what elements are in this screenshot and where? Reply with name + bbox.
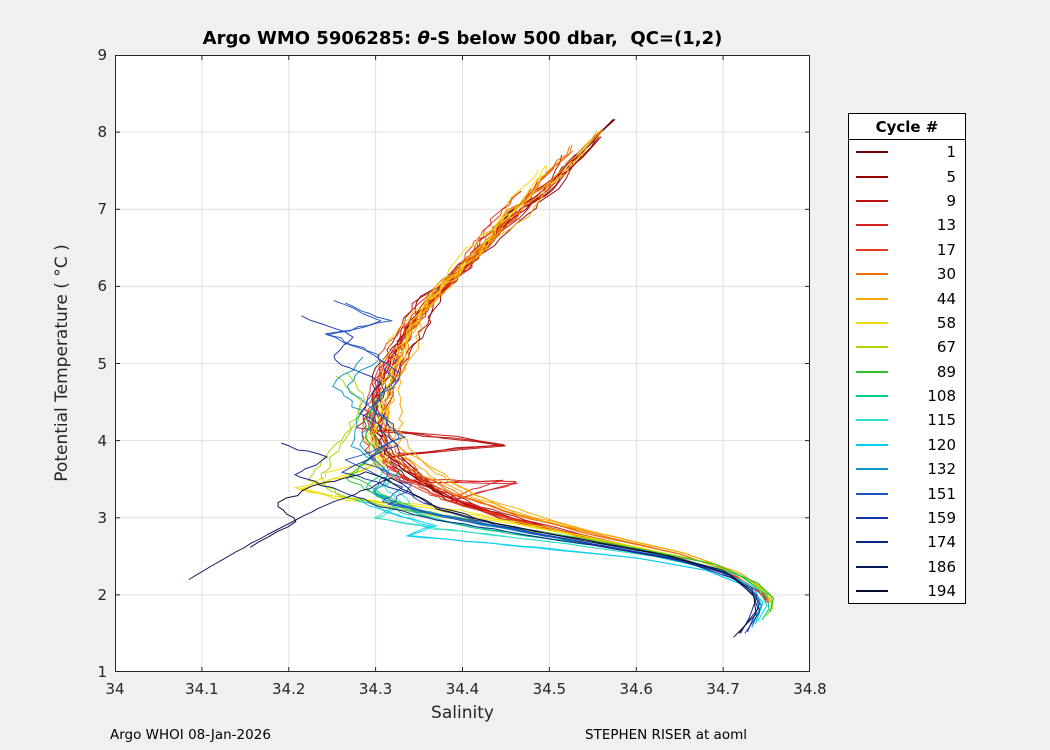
y-tick-label: 3: [97, 508, 107, 527]
legend-line-sample: [856, 492, 888, 495]
footer-credit-left: Argo WHOI 08-Jan-2026: [110, 727, 271, 743]
legend-line-sample: [856, 443, 888, 446]
axes-box: [115, 55, 810, 672]
x-tick-label: 34.6: [619, 680, 653, 698]
legend-item: 58: [849, 311, 965, 335]
legend-line-sample: [856, 468, 888, 471]
legend-item: 89: [849, 360, 965, 384]
x-axis-label: Salinity: [431, 703, 494, 723]
profile-line-cycle-44: [387, 129, 773, 605]
chart-title: Argo WMO 5906285: θ-S below 500 dbar, QC…: [115, 28, 810, 49]
y-tick-label: 2: [97, 585, 107, 604]
legend-item-label: 174: [927, 533, 956, 552]
legend-item: 17: [849, 238, 965, 262]
legend-item-label: 1: [946, 143, 956, 162]
y-tick-label: 5: [97, 354, 107, 373]
y-tick-label: 8: [97, 123, 107, 142]
x-tick-label: 34.8: [793, 680, 827, 698]
x-tick-label: 34: [105, 680, 125, 698]
y-tick-label: 9: [97, 46, 107, 64]
legend-line-sample: [856, 321, 888, 324]
legend-line-sample: [856, 370, 888, 373]
legend-rows: 1 5 9 13 17 30 44 58 67 89 108 115 120 132 151 159 174 18…: [849, 140, 965, 603]
legend-title: Cycle #: [875, 118, 939, 136]
chart-title-rest: -S below 500 dbar, QC=(1,2): [429, 28, 723, 49]
legend-item-label: 17: [936, 240, 956, 259]
legend-line-sample: [856, 151, 888, 154]
legend-item-label: 89: [936, 362, 956, 381]
legend-line-sample: [856, 590, 888, 593]
footer-credit-right: STEPHEN RISER at aoml: [585, 727, 747, 743]
legend-line-sample: [856, 541, 888, 544]
legend-line-sample: [856, 199, 888, 202]
legend-item-label: 30: [936, 265, 956, 284]
legend-line-sample: [856, 224, 888, 227]
legend-item-label: 5: [946, 167, 956, 186]
legend-item: 13: [849, 213, 965, 237]
x-tick-label: 34.5: [532, 680, 567, 698]
legend-item-label: 108: [927, 387, 956, 406]
y-tick-label: 4: [97, 431, 107, 450]
legend-item-label: 9: [946, 191, 956, 210]
legend-item-label: 132: [927, 460, 956, 479]
x-tick-label: 34.3: [358, 680, 393, 698]
legend-line-sample: [856, 565, 888, 568]
legend-line-sample: [856, 248, 888, 251]
x-tick-label: 34.2: [272, 680, 306, 698]
profile-line-cycle-174: [281, 442, 757, 634]
legend-item: 108: [849, 384, 965, 408]
legend-item: 5: [849, 164, 965, 188]
legend-item: 120: [849, 433, 965, 457]
legend-line-sample: [856, 175, 888, 178]
legend-item-label: 115: [927, 411, 956, 430]
legend-item-label: 58: [936, 313, 956, 332]
legend-item: 9: [849, 189, 965, 213]
legend-line-sample: [856, 297, 888, 300]
legend-item-label: 13: [936, 216, 956, 235]
profile-line-cycle-194: [249, 471, 757, 638]
x-tick-label: 34.4: [445, 680, 480, 698]
legend-item: 30: [849, 262, 965, 286]
legend-item: 159: [849, 506, 965, 530]
y-tick-label: 1: [97, 663, 107, 681]
legend-item-label: 159: [927, 509, 956, 528]
legend-item: 67: [849, 335, 965, 359]
legend-line-sample: [856, 517, 888, 520]
legend-item: 174: [849, 530, 965, 554]
legend-item-label: 120: [927, 435, 956, 454]
legend-item: 186: [849, 555, 965, 579]
legend-item: 1: [849, 140, 965, 164]
legend-item-label: 67: [936, 338, 956, 357]
legend-item-label: 186: [927, 557, 956, 576]
legend-line-sample: [856, 419, 888, 422]
chart-title-theta: θ: [417, 28, 430, 49]
legend-separator: [849, 139, 965, 140]
legend-line-sample: [856, 395, 888, 398]
legend-item: 115: [849, 408, 965, 432]
legend: Cycle # 1 5 9 13 17 30 44 58 67 89 108 115 120 132 151…: [848, 113, 966, 605]
profile-line-cycle-186: [188, 477, 759, 634]
x-tick-label: 34.7: [706, 680, 740, 698]
legend-item: 132: [849, 457, 965, 481]
legend-item: 194: [849, 579, 965, 603]
plot-area: [115, 55, 810, 672]
y-tick-label: 7: [97, 200, 107, 219]
profile-line-cycle-151: [326, 300, 760, 633]
legend-item: 44: [849, 286, 965, 310]
legend-item-label: 151: [927, 484, 956, 503]
legend-item-label: 44: [936, 289, 956, 308]
legend-line-sample: [856, 273, 888, 276]
legend-line-sample: [856, 346, 888, 349]
y-tick-label: 6: [97, 277, 107, 296]
legend-item: 151: [849, 481, 965, 505]
x-tick-label: 34.1: [185, 680, 219, 698]
legend-item-label: 194: [927, 582, 956, 601]
chart-title-prefix: Argo WMO 5906285:: [202, 28, 418, 49]
